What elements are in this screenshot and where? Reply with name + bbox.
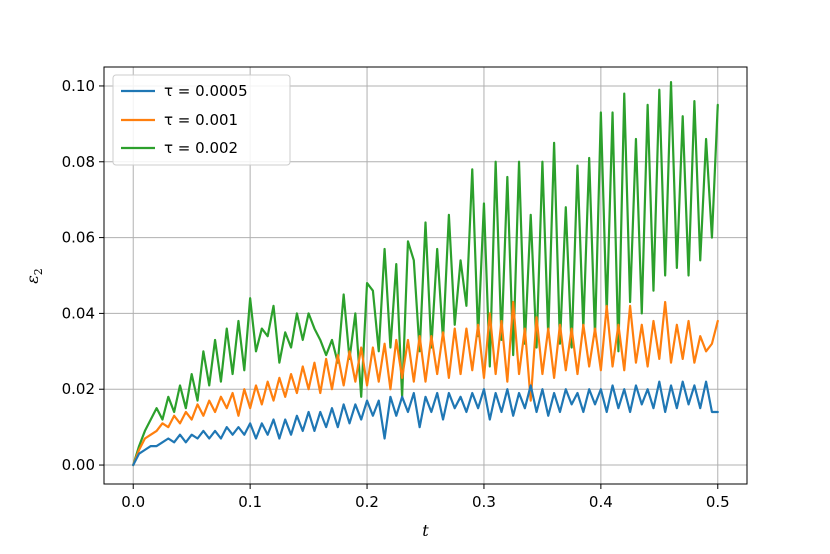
legend-label-tau-0005: τ = 0.0005 (164, 82, 248, 100)
y-axis-label: ε2 (23, 268, 45, 284)
x-tick-label: 0.4 (589, 493, 613, 511)
x-axis: 0.0 0.1 0.2 0.3 0.4 0.5 (121, 484, 730, 511)
legend: τ = 0.0005 τ = 0.001 τ = 0.002 (112, 74, 291, 166)
series-line-1 (132, 300, 719, 467)
x-tick-label: 0.2 (355, 493, 379, 511)
x-tick-label: 0.5 (706, 493, 730, 511)
x-tick-label: 0.3 (472, 493, 496, 511)
y-tick-label: 0.04 (62, 304, 95, 322)
x-tick-label: 0.0 (121, 493, 145, 511)
y-tick-label: 0.02 (62, 380, 95, 398)
y-tick-label: 0.08 (62, 153, 95, 171)
plot-frame (103, 66, 748, 485)
y-axis-label-main: ε (23, 275, 42, 284)
series-line-0 (132, 380, 719, 467)
legend-label-tau-001: τ = 0.001 (164, 111, 238, 129)
y-tick-label: 0.00 (62, 456, 95, 474)
y-tick-label: 0.06 (62, 229, 95, 247)
legend-label-tau-002: τ = 0.002 (164, 139, 238, 157)
y-axis-label-subscript: 2 (32, 268, 45, 275)
x-axis-label: t (422, 521, 429, 540)
x-tick-label: 0.1 (238, 493, 262, 511)
y-tick-label: 0.10 (62, 77, 95, 95)
legend-box (112, 74, 291, 166)
series-line-2 (132, 81, 719, 467)
series-layer (132, 81, 719, 467)
y-axis: 0.00 0.02 0.04 0.06 0.08 0.10 (62, 77, 104, 474)
